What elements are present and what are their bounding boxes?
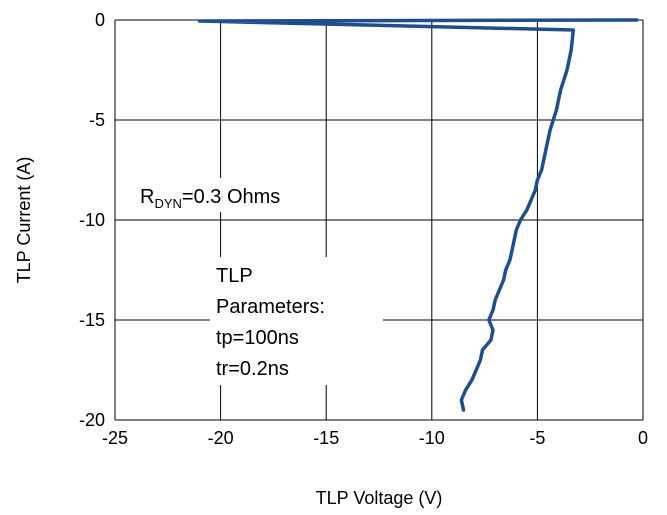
tick-labels: -25 -20 -15 -10 -5 00-5-10-15-20 [79,10,648,448]
y-tick-label: -20 [79,410,105,430]
y-tick-label: -10 [79,210,105,230]
x-tick-label: -20 [208,428,234,448]
rdyn-label-bg [137,178,324,212]
x-tick-label: -25 [102,428,128,448]
series-line [197,18,639,412]
x-tick-label: 0 [638,428,648,448]
params-line: tp=100ns [216,327,299,349]
rdyn-symbol: R [140,186,154,208]
rdyn-subscript: DYN [154,196,181,211]
series-layer [197,18,639,412]
params-line: Parameters: [216,296,325,318]
x-tick-label: -15 [313,428,339,448]
y-tick-label: 0 [95,10,105,30]
params-label-bg [210,257,383,385]
x-tick-label: -5 [529,428,545,448]
params-line: tr=0.2ns [216,358,289,380]
y-tick-label: -5 [89,110,105,130]
y-axis-title: TLP Current (A) [14,157,34,284]
annotations: RDYN=0.3 Ohms TLP Parameters: tp=100ns tr=0.… [137,178,383,385]
params-line: TLP [216,265,253,287]
y-tick-label: -15 [79,310,105,330]
rdyn-value: =0.3 Ohms [182,186,280,208]
x-tick-label: -10 [419,428,445,448]
rdyn-annotation: RDYN=0.3 Ohms [140,186,280,211]
x-axis-title: TLP Voltage (V) [316,488,443,508]
